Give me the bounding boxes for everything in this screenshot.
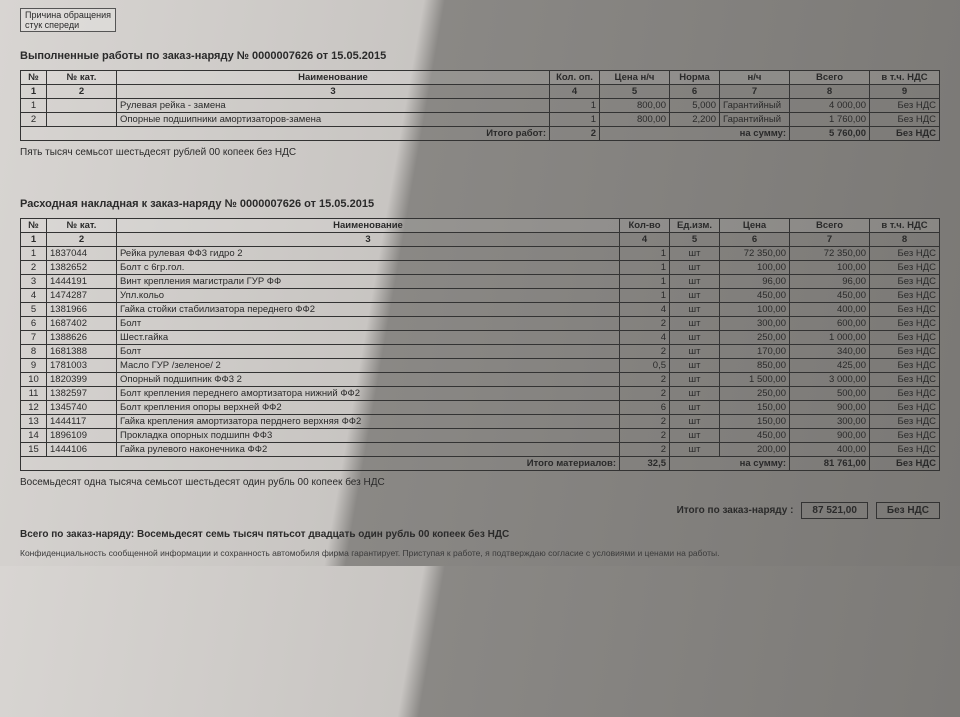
table-row: 131444117Гайка крепления амортизатора пе… bbox=[21, 415, 940, 429]
table-row: 11837044Рейка рулевая ФФ3 гидро 21шт72 3… bbox=[21, 247, 940, 261]
table-row: 91781003Масло ГУР /зеленое/ 20,5шт850,00… bbox=[21, 359, 940, 373]
parts-footer-nds: Без НДС bbox=[870, 457, 940, 471]
works-title: Выполненные работы по заказ-наряду № 000… bbox=[20, 50, 940, 62]
table-row: 71388626Шест.гайка4шт250,001 000,00Без Н… bbox=[21, 331, 940, 345]
table-row: 61687402Болт2шт300,00600,00Без НДС bbox=[21, 317, 940, 331]
works-footer-qty: 2 bbox=[550, 127, 600, 141]
works-th: № bbox=[21, 71, 47, 85]
works-th: Наименование bbox=[117, 71, 550, 85]
parts-words: Восемьдесят одна тысяча семьсот шестьдес… bbox=[20, 477, 940, 488]
grand-total: 87 521,00 bbox=[801, 502, 868, 519]
parts-footer-total: 81 761,00 bbox=[790, 457, 870, 471]
works-words: Пять тысяч семьсот шестьдесят рублей 00 … bbox=[20, 147, 940, 158]
works-th: Цена н/ч bbox=[600, 71, 670, 85]
table-row: 31444191Винт крепления магистрали ГУР ФФ… bbox=[21, 275, 940, 289]
parts-footer-qty: 32,5 bbox=[620, 457, 670, 471]
parts-footer-label: Итого материалов: bbox=[21, 457, 620, 471]
table-row: 111382597Болт крепления переднего аморти… bbox=[21, 387, 940, 401]
parts-th: Всего bbox=[790, 219, 870, 233]
parts-title: Расходная накладная к заказ-наряду № 000… bbox=[20, 198, 940, 210]
parts-th: Цена bbox=[720, 219, 790, 233]
grand-label: Итого по заказ-наряду : bbox=[677, 505, 794, 516]
fine-print: Конфиденциальность сообщенной информации… bbox=[20, 548, 940, 558]
table-row: 51381966Гайка стойки стабилизатора перед… bbox=[21, 303, 940, 317]
table-row: 141896109Прокладка опорных подшипн ФФ32ш… bbox=[21, 429, 940, 443]
works-footer-nds: Без НДС bbox=[870, 127, 940, 141]
bottom-line: Всего по заказ-наряду: Восемьдесят семь … bbox=[20, 529, 940, 540]
works-th: Всего bbox=[790, 71, 870, 85]
table-row: 151444106Гайка рулевого наконечника ФФ22… bbox=[21, 443, 940, 457]
works-footer-total: 5 760,00 bbox=[790, 127, 870, 141]
parts-th: № bbox=[21, 219, 47, 233]
parts-th: Наименование bbox=[117, 219, 620, 233]
works-th: № кат. bbox=[47, 71, 117, 85]
reason-label: Причина обращения bbox=[25, 10, 111, 20]
table-row: 1Рулевая рейка - замена1800,005,000Гаран… bbox=[21, 99, 940, 113]
parts-th: Ед.изм. bbox=[670, 219, 720, 233]
works-table: №№ кат.НаименованиеКол. оп.Цена н/чНорма… bbox=[20, 70, 940, 141]
table-row: 21382652Болт с 6гр.гол.1шт100,00100,00Бе… bbox=[21, 261, 940, 275]
works-th: в т.ч. НДС bbox=[870, 71, 940, 85]
table-row: 81681388Болт2шт170,00340,00Без НДС bbox=[21, 345, 940, 359]
table-row: 2Опорные подшипники амортизаторов-замена… bbox=[21, 113, 940, 127]
table-row: 121345740Болт крепления опоры верхней ФФ… bbox=[21, 401, 940, 415]
table-row: 41474287Упл.кольо1шт450,00450,00Без НДС bbox=[21, 289, 940, 303]
parts-footer-sum-label: на сумму: bbox=[670, 457, 790, 471]
parts-th: Кол-во bbox=[620, 219, 670, 233]
reason-box: Причина обращения стук спереди bbox=[20, 8, 116, 32]
works-th: Кол. оп. bbox=[550, 71, 600, 85]
grand-nds: Без НДС bbox=[876, 502, 940, 519]
parts-th: № кат. bbox=[47, 219, 117, 233]
works-footer-sum-label: на сумму: bbox=[600, 127, 790, 141]
table-row: 101820399Опорный подшипник ФФ3 22шт1 500… bbox=[21, 373, 940, 387]
grand-total-row: Итого по заказ-наряду : 87 521,00 Без НД… bbox=[20, 502, 940, 519]
works-footer-label: Итого работ: bbox=[21, 127, 550, 141]
reason-value: стук спереди bbox=[25, 20, 111, 30]
works-th: Норма bbox=[670, 71, 720, 85]
parts-th: в т.ч. НДС bbox=[870, 219, 940, 233]
works-th: н/ч bbox=[720, 71, 790, 85]
parts-table: №№ кат.НаименованиеКол-воЕд.изм.ЦенаВсег… bbox=[20, 218, 940, 471]
